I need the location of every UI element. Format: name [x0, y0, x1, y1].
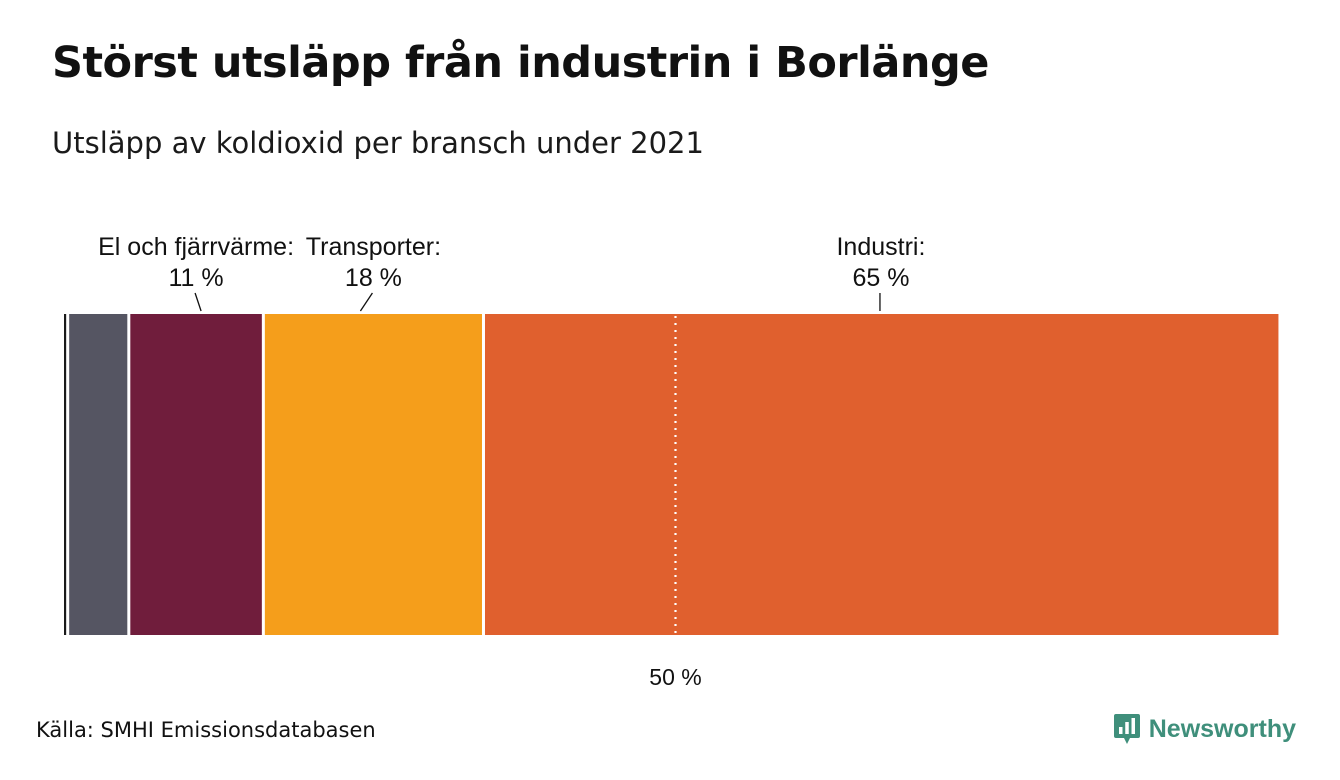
chart-subtitle: Utsläpp av koldioxid per bransch under 2…: [52, 126, 704, 160]
bar-segment-2: [67, 314, 129, 635]
brand-name: Newsworthy: [1148, 714, 1296, 743]
segment-label: Industri:: [836, 233, 925, 261]
segment-label: Transporter:: [306, 233, 441, 261]
bar-segment-3: [128, 314, 264, 635]
segment-value-label: 18 %: [345, 264, 402, 292]
segment-label: El och fjärrvärme:: [98, 233, 294, 261]
source-note: Källa: SMHI Emissionsdatabasen: [36, 718, 376, 742]
segment-value-label: 65 %: [852, 264, 909, 292]
bar-segment-1: [64, 314, 68, 635]
bar-segment-5: [483, 314, 1279, 635]
newsworthy-logo-icon: [1113, 714, 1140, 744]
bar-segment-4: [263, 314, 484, 635]
leader-line: [359, 292, 373, 312]
reference-line-label: 50 %: [649, 664, 701, 690]
leader-line: [194, 292, 202, 312]
brand-logo[interactable]: Newsworthy: [1113, 712, 1296, 746]
stacked-bar-chart: El och fjärrvärme: 11 % Transporter: 18 % In…: [64, 233, 1279, 690]
chart-title: Störst utsläpp från industrin i Borlänge: [52, 38, 989, 88]
segment-value-label: 11 %: [169, 264, 224, 292]
